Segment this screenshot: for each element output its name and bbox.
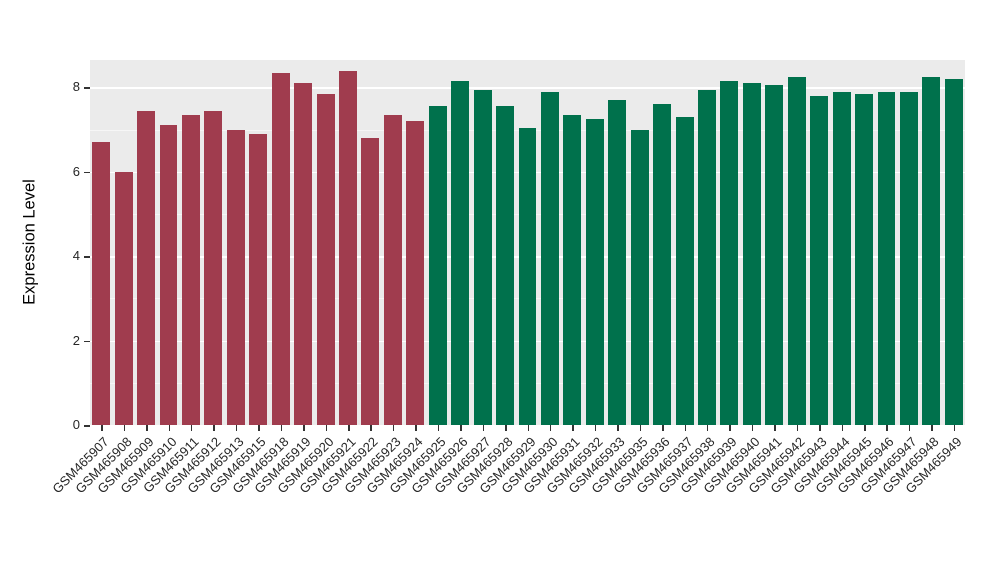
x-tick-mark bbox=[841, 425, 844, 431]
y-tick-mark bbox=[84, 256, 90, 258]
y-axis-title: Expression Level bbox=[20, 179, 39, 305]
x-tick-mark bbox=[684, 425, 687, 431]
bar bbox=[540, 91, 559, 425]
bar bbox=[204, 110, 223, 425]
bar bbox=[361, 138, 380, 425]
x-tick-mark bbox=[819, 425, 821, 431]
y-tick-label: 4 bbox=[72, 248, 80, 264]
x-tick-mark bbox=[146, 425, 148, 431]
x-tick-mark bbox=[235, 425, 238, 431]
bar bbox=[428, 106, 447, 425]
bar bbox=[653, 104, 672, 425]
bar bbox=[742, 83, 761, 425]
bar bbox=[92, 142, 111, 425]
x-tick-mark bbox=[617, 425, 619, 431]
bar bbox=[675, 116, 694, 425]
bar bbox=[473, 89, 492, 425]
x-tick-mark bbox=[796, 425, 799, 431]
x-tick-mark bbox=[325, 425, 328, 431]
x-tick-mark bbox=[258, 425, 260, 431]
bar bbox=[181, 114, 200, 425]
x-tick-mark bbox=[348, 425, 350, 431]
bar bbox=[451, 81, 470, 425]
x-tick-mark bbox=[549, 425, 552, 431]
y-tick-mark bbox=[84, 171, 90, 174]
bar bbox=[877, 91, 896, 425]
bar bbox=[899, 91, 918, 425]
x-tick-mark bbox=[168, 425, 171, 431]
x-tick-mark bbox=[303, 425, 305, 431]
bar bbox=[698, 89, 716, 425]
bar bbox=[316, 93, 335, 425]
x-tick-mark bbox=[505, 425, 507, 431]
major-gridline bbox=[90, 87, 965, 89]
bar bbox=[339, 70, 357, 425]
x-tick-mark bbox=[594, 425, 597, 431]
x-tick-mark bbox=[908, 425, 911, 431]
x-tick-mark bbox=[864, 425, 866, 431]
bar bbox=[630, 129, 649, 425]
bar bbox=[608, 100, 627, 425]
y-tick-mark bbox=[84, 425, 90, 427]
bar bbox=[226, 129, 245, 425]
bar bbox=[720, 81, 739, 425]
y-tick-label: 2 bbox=[72, 332, 80, 348]
plot-panel bbox=[90, 60, 965, 425]
x-tick-mark bbox=[101, 425, 103, 431]
bar bbox=[137, 110, 156, 425]
bar bbox=[249, 133, 268, 425]
bar bbox=[294, 83, 313, 425]
bar bbox=[765, 85, 784, 425]
x-tick-mark bbox=[706, 425, 709, 431]
bar bbox=[518, 127, 537, 425]
x-tick-mark bbox=[953, 425, 956, 431]
bar bbox=[855, 93, 873, 425]
bar bbox=[563, 114, 582, 425]
y-tick-label: 8 bbox=[72, 79, 80, 95]
bar bbox=[496, 106, 515, 425]
x-tick-mark bbox=[482, 425, 485, 431]
bar bbox=[114, 171, 133, 425]
bar bbox=[383, 114, 402, 425]
bar bbox=[944, 79, 963, 425]
bar bbox=[585, 119, 604, 425]
x-tick-mark bbox=[886, 425, 888, 431]
x-tick-mark bbox=[213, 425, 215, 431]
x-tick-mark bbox=[370, 425, 372, 431]
x-tick-mark bbox=[280, 425, 283, 431]
x-tick-mark bbox=[572, 425, 574, 431]
y-tick-label: 6 bbox=[72, 163, 80, 179]
x-tick-mark bbox=[527, 425, 529, 431]
x-tick-mark bbox=[662, 425, 664, 431]
x-tick-mark bbox=[415, 425, 417, 431]
bar bbox=[832, 91, 851, 425]
x-tick-mark bbox=[751, 425, 754, 431]
y-tick-mark bbox=[84, 87, 90, 89]
x-tick-mark bbox=[729, 425, 731, 431]
bar bbox=[159, 125, 178, 425]
bar bbox=[787, 76, 806, 425]
bar bbox=[406, 121, 425, 425]
x-tick-mark bbox=[392, 425, 395, 431]
x-tick-mark bbox=[190, 425, 193, 431]
y-tick-mark bbox=[84, 340, 90, 343]
x-tick-mark bbox=[460, 425, 462, 431]
x-tick-mark bbox=[774, 425, 776, 431]
bar bbox=[271, 72, 290, 425]
y-tick-label: 0 bbox=[72, 417, 80, 432]
x-tick-mark bbox=[437, 425, 440, 431]
x-tick-mark bbox=[931, 425, 933, 431]
bar bbox=[810, 95, 829, 425]
bar bbox=[922, 76, 941, 425]
x-tick-mark bbox=[639, 425, 642, 431]
x-tick-mark bbox=[123, 425, 126, 431]
